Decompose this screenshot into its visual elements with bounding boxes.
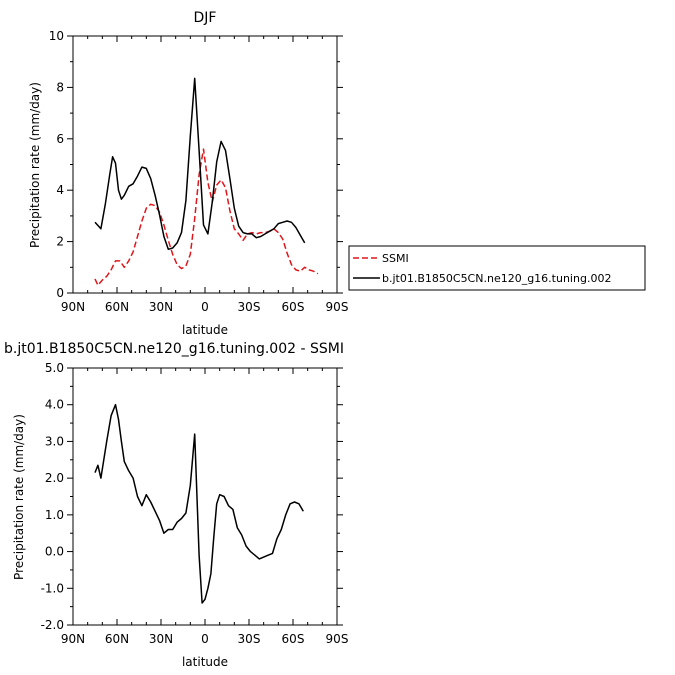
top-x-tick-label: 0: [201, 300, 209, 314]
bottom-x-tick-label: 30N: [149, 632, 173, 646]
top-plot-frame: [72, 35, 338, 294]
top-series-line-1: [94, 77, 306, 251]
bottom-x-axis-label: latitude: [182, 655, 228, 669]
top-y-tick-label: 2: [56, 235, 64, 249]
bottom-series-group: [94, 403, 304, 604]
top-y-axis-label: Precipitation rate (mm/day): [28, 82, 42, 248]
top-x-tick-label: 90S: [326, 300, 349, 314]
bottom-y-tick-label: 0.0: [45, 545, 64, 559]
top-legend: SSMI b.jt01.B1850C5CN.ne120_g16.tuning.0…: [348, 245, 646, 291]
bottom-plot-frame: [72, 367, 338, 626]
bottom-axis-ticks: 90N 60N 30N 0 30S 60S 90S -2.0 -1.0 0.0 1.0 2.0 3.0 4…: [41, 361, 349, 646]
bottom-series-line-0: [94, 403, 304, 604]
bottom-y-tick-label: 3.0: [45, 434, 64, 448]
top-y-tick-label: 8: [56, 80, 64, 94]
top-x-tick-label: 90N: [61, 300, 85, 314]
bottom-panel: b.jt01.B1850C5CN.ne120_g16.tuning.002 - …: [4, 341, 348, 669]
bottom-y-axis-label: Precipitation rate (mm/day): [12, 414, 26, 580]
top-series-group: [94, 77, 319, 287]
top-x-axis-label: latitude: [182, 323, 228, 337]
bottom-y-tick-label: -2.0: [41, 618, 64, 632]
bottom-chart-title: b.jt01.B1850C5CN.ne120_g16.tuning.002 - …: [4, 341, 344, 357]
bottom-x-tick-label: 60N: [105, 632, 129, 646]
bottom-x-tick-label: 90N: [61, 632, 85, 646]
bottom-x-tick-label: 30S: [238, 632, 261, 646]
top-x-tick-label: 60N: [105, 300, 129, 314]
bottom-y-tick-label: 1.0: [45, 508, 64, 522]
bottom-x-tick-label: 90S: [326, 632, 349, 646]
top-x-tick-label: 30N: [149, 300, 173, 314]
bottom-y-tick-label: 2.0: [45, 471, 64, 485]
top-x-tick-label: 30S: [238, 300, 261, 314]
top-y-tick-label: 10: [49, 29, 64, 43]
bottom-y-tick-label: -1.0: [41, 581, 64, 595]
legend-label-ssmi: SSMI: [382, 252, 409, 265]
bottom-x-tick-label: 60S: [282, 632, 305, 646]
bottom-x-tick-label: 0: [201, 632, 209, 646]
bottom-y-tick-label: 4.0: [45, 398, 64, 412]
legend-label-model: b.jt01.B1850C5CN.ne120_g16.tuning.002: [382, 272, 611, 285]
top-y-tick-label: 0: [56, 286, 64, 300]
top-series-line-0: [94, 148, 319, 287]
top-x-tick-label: 60S: [282, 300, 305, 314]
top-y-tick-label: 4: [56, 183, 64, 197]
top-y-tick-label: 6: [56, 132, 64, 146]
top-chart-title: DJF: [194, 10, 217, 26]
legend-box: [348, 245, 646, 291]
top-axis-ticks: 90N 60N 30N 0 30S 60S 90S 0 2 4 6 8 10: [49, 29, 349, 314]
bottom-y-tick-label: 5.0: [45, 361, 64, 375]
